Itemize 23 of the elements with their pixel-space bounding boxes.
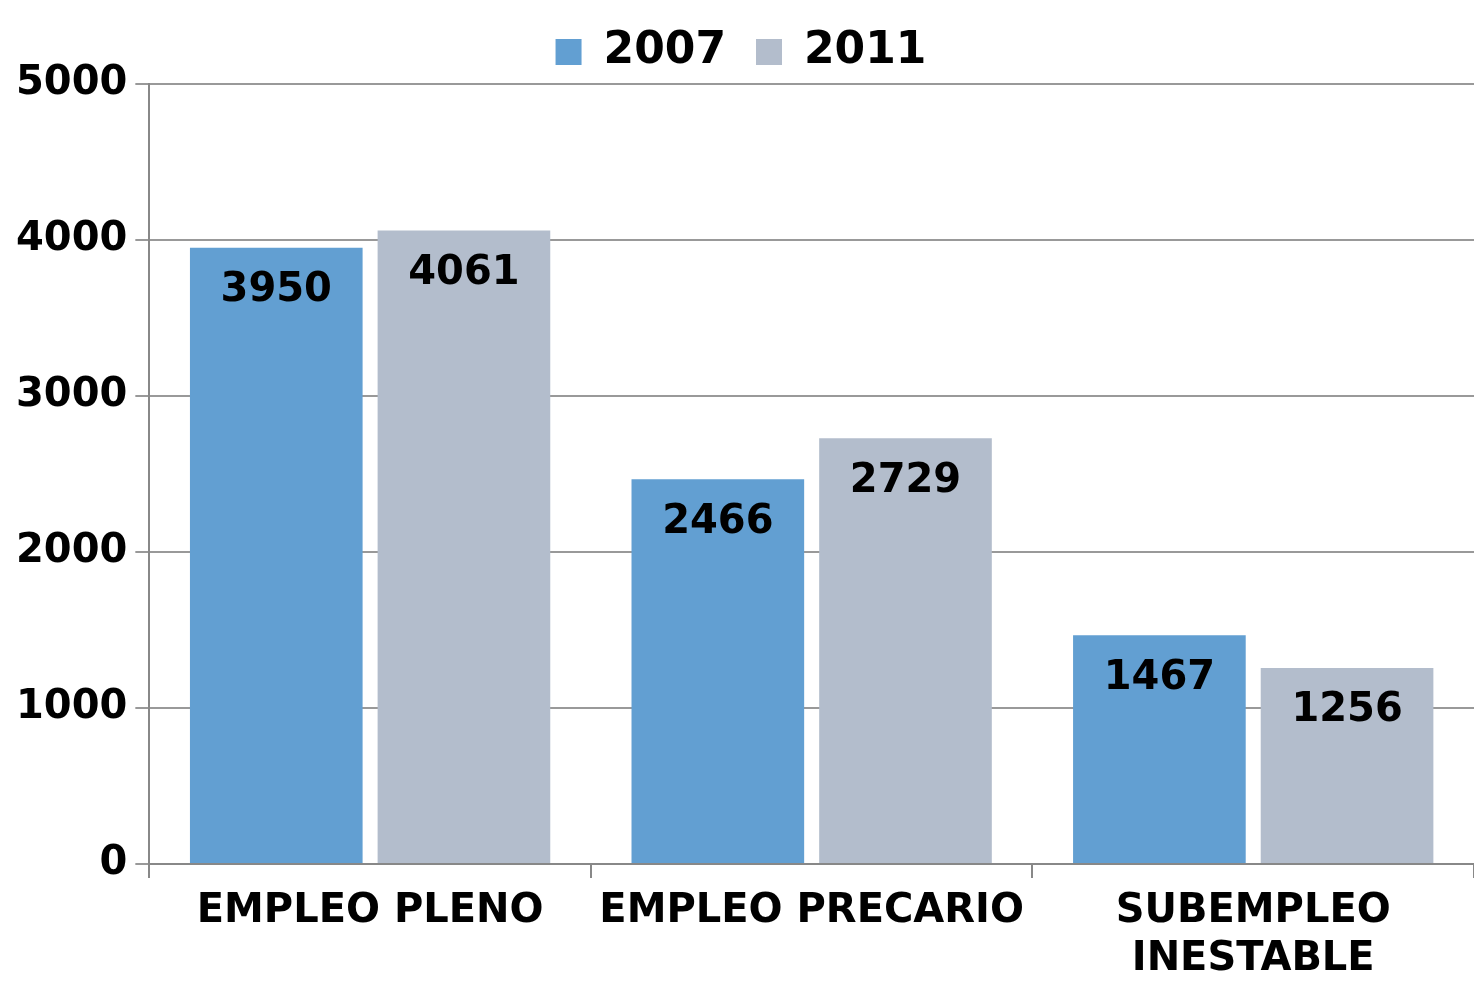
y-tick-label: 0 [99,837,128,884]
x-tick-label: SUBEMPLEO INESTABLE [1115,885,1391,980]
data-label: 1467 [1103,651,1216,698]
data-label: 4061 [408,246,520,293]
x-tick-label: EMPLEO PRECARIO [599,885,1024,932]
data-label: 1256 [1291,684,1403,731]
bar [631,479,805,863]
y-tick-label: 5000 [16,57,128,104]
legend-label: 2011 [804,22,927,74]
bar [189,247,363,863]
data-label: 2466 [662,495,774,542]
x-tick-label: EMPLEO PLENO [196,885,544,932]
data-label: 3950 [220,264,332,311]
y-tick-label: 4000 [16,213,128,260]
y-tick-label: 2000 [16,525,128,572]
legend-label: 2007 [603,22,727,74]
bar [377,230,551,863]
y-tick-label: 1000 [16,681,128,728]
data-label: 2729 [849,454,962,501]
bar [819,438,992,863]
bar [1073,635,1246,863]
y-tick-label: 3000 [16,369,128,416]
bar [1260,668,1434,863]
